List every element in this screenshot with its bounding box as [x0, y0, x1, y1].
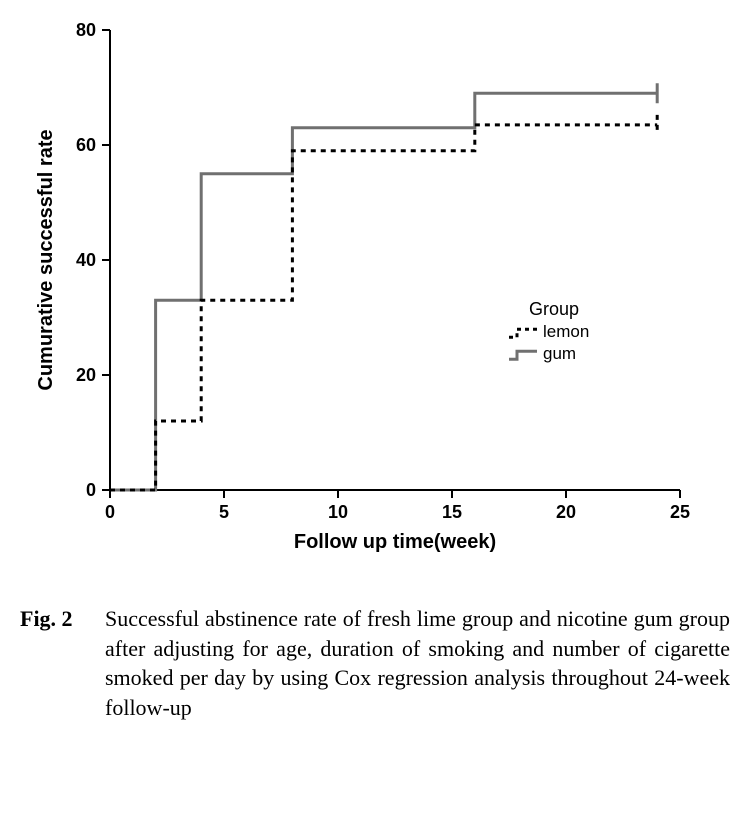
svg-text:0: 0	[105, 502, 115, 522]
svg-text:Follow up time(week): Follow up time(week)	[294, 531, 496, 553]
svg-text:Group: Group	[529, 299, 579, 319]
svg-text:Cumurative successful rate: Cumurative successful rate	[35, 129, 57, 390]
chart-svg: 0 5 10 15 20 25 0 20 40 60 80 Follow up time(week) C…	[20, 20, 700, 580]
svg-text:5: 5	[219, 502, 229, 522]
svg-text:lemon: lemon	[543, 322, 589, 341]
svg-text:20: 20	[76, 365, 96, 385]
caption-label: Fig. 2	[20, 604, 105, 723]
svg-text:0: 0	[86, 480, 96, 500]
svg-text:gum: gum	[543, 344, 576, 363]
figure-container: 0 5 10 15 20 25 0 20 40 60 80 Follow up time(week) C…	[20, 20, 730, 723]
caption-text: Successful abstinence rate of fresh lime…	[105, 604, 730, 723]
svg-text:20: 20	[556, 502, 576, 522]
figure-caption: Fig. 2 Successful abstinence rate of fre…	[20, 604, 730, 723]
svg-text:80: 80	[76, 20, 96, 40]
svg-text:10: 10	[328, 502, 348, 522]
svg-text:40: 40	[76, 250, 96, 270]
chart: 0 5 10 15 20 25 0 20 40 60 80 Follow up time(week) C…	[20, 20, 700, 580]
svg-text:25: 25	[670, 502, 690, 522]
svg-text:15: 15	[442, 502, 462, 522]
svg-text:60: 60	[76, 135, 96, 155]
